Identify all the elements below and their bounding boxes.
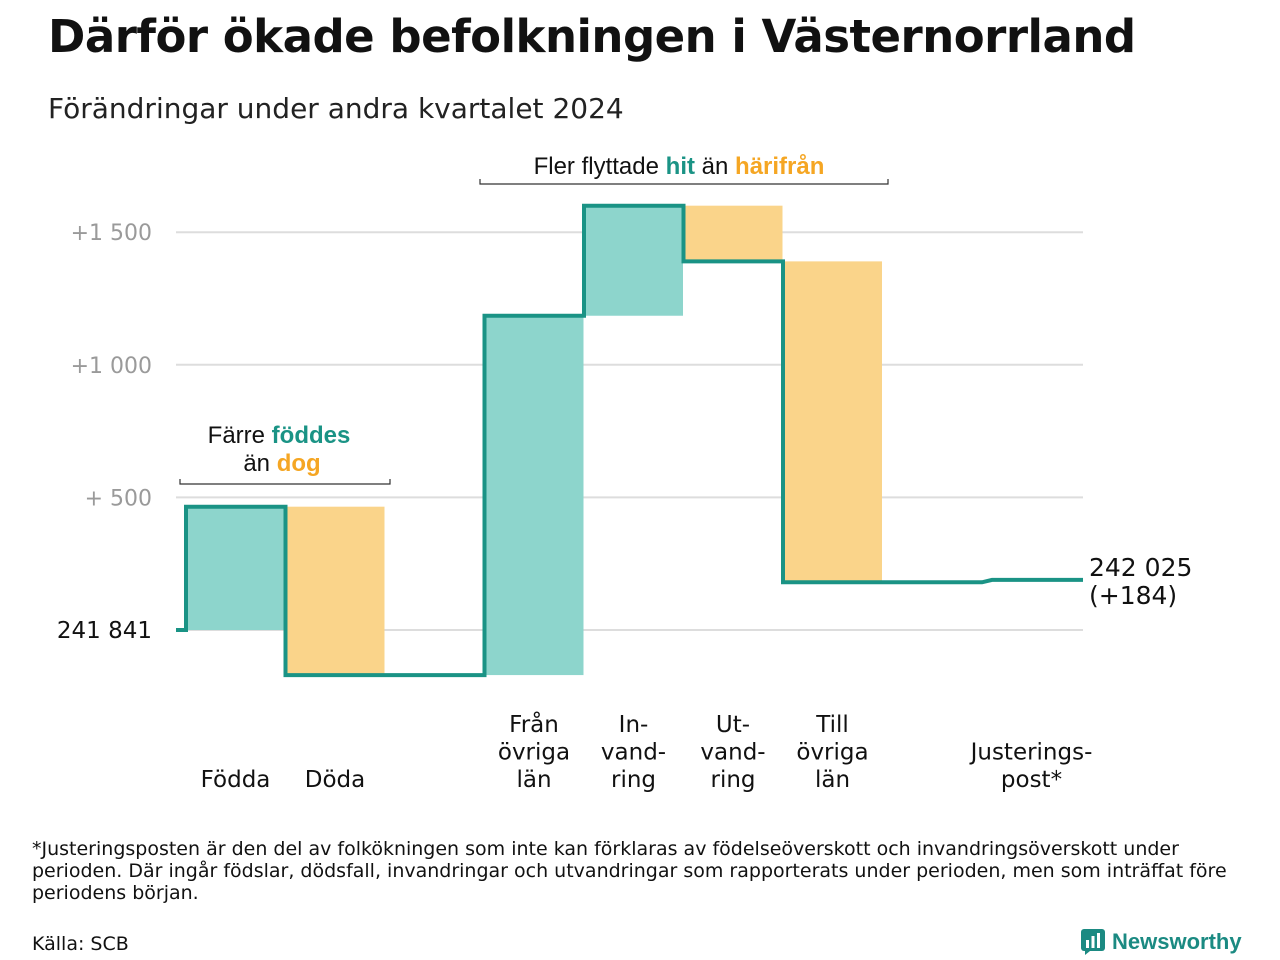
x-category-label: övriga: [796, 740, 868, 766]
y-tick-label: +1 500: [71, 221, 152, 246]
footnote: *Justeringsposten är den del av folkökni…: [32, 838, 1227, 904]
svg-text:Fler flyttade hit än härifrån: Fler flyttade hit än härifrån: [534, 153, 825, 180]
x-category-label: Till: [815, 712, 849, 738]
end-change-label: (+184): [1089, 581, 1177, 610]
annotation-births-highlight: föddes: [272, 422, 351, 449]
start-value-label: 241 841: [57, 618, 152, 644]
x-category-label: Ut-: [716, 712, 750, 738]
annotation-migration: Fler flyttade hit än härifrån: [479, 153, 889, 185]
x-category-label: ring: [710, 767, 755, 793]
x-category-label: ring: [611, 767, 656, 793]
annotation-migration-bracket: [479, 179, 889, 185]
newsworthy-logo-icon: [1081, 929, 1105, 955]
x-category-label: län: [516, 767, 551, 793]
end-value-label: 242 025: [1089, 553, 1192, 582]
x-category-label: vand-: [601, 740, 666, 766]
x-category-label: Justerings-: [969, 740, 1093, 766]
cumulative-line: [176, 203, 1083, 678]
bars: [186, 205, 882, 676]
brand-name: Newsworthy: [1112, 929, 1242, 954]
x-category-label: Döda: [305, 767, 365, 793]
chart-title: Därför ökade befolkningen i Västernorrla…: [48, 10, 1136, 63]
x-category-label: län: [815, 767, 850, 793]
x-category-label: Från: [509, 710, 559, 738]
x-category-label: In-: [619, 712, 649, 738]
bar-decrease: [783, 261, 882, 583]
bar-decrease: [683, 205, 783, 262]
waterfall-chart: + 500+1 000+1 500 Födda DödaFrånövrigalän…: [57, 153, 1193, 793]
annotation-migration-harifran: härifrån: [735, 153, 824, 180]
annotation-migration-hit: hit: [666, 153, 695, 180]
annotation-migration-prefix: Fler flyttade: [534, 153, 659, 180]
bar-increase: [584, 205, 683, 316]
svg-text:Färre föddes: Färre föddes: [208, 422, 351, 449]
bar-increase: [484, 315, 584, 676]
y-tick-label: + 500: [85, 486, 152, 511]
y-tick-label: +1 000: [71, 354, 152, 379]
annotation-births-deaths: Färre föddes än dog: [179, 422, 391, 485]
x-category-label: övriga: [498, 740, 570, 766]
x-category-label: post*: [1001, 767, 1062, 793]
bar-decrease: [285, 506, 385, 676]
cumulative-step-line: [176, 203, 1083, 678]
svg-text:än dog: än dog: [243, 450, 320, 477]
x-category-label: Födda: [201, 767, 271, 793]
value-labels: 241 841 242 025(+184): [57, 553, 1193, 644]
x-category-label: vand-: [700, 740, 765, 766]
annotation-deaths-highlight: dog: [277, 450, 321, 477]
y-axis-tick-labels: + 500 +1 000 +1 500: [71, 221, 152, 511]
brand-logo: Newsworthy: [1080, 928, 1242, 956]
annotation-births-prefix: Färre: [208, 422, 265, 449]
bar-increase: [186, 506, 285, 630]
annotation-migration-middle: än: [702, 153, 729, 180]
chart-subtitle: Förändringar under andra kvartalet 2024: [48, 92, 624, 125]
annotation-deaths-prefix: än: [243, 450, 270, 477]
x-axis-category-labels: Födda DödaFrånövrigalänIn-vand-ringUt-van…: [201, 710, 1093, 793]
source-note: Källa: SCB: [32, 933, 129, 955]
annotation-births-deaths-bracket: [179, 479, 391, 485]
